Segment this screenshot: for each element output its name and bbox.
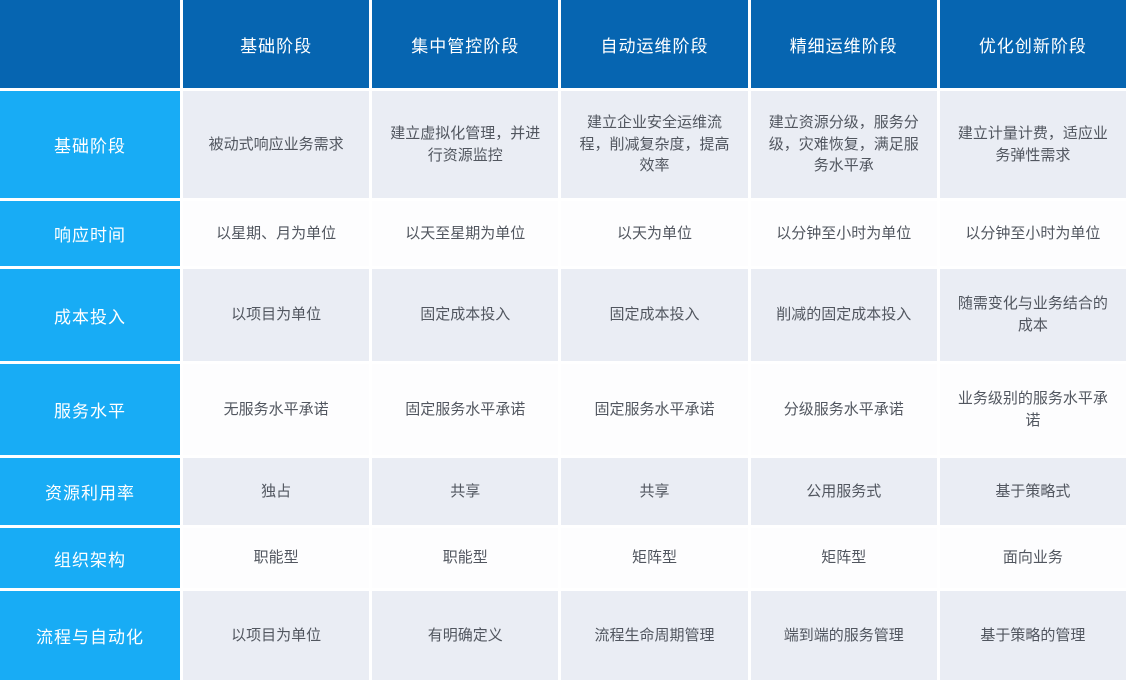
table-cell: 建立企业安全运维流程，削减复杂度，提高效率: [558, 88, 748, 198]
row-header: 成本投入: [0, 266, 180, 361]
table-cell: 建立计量计费，适应业务弹性需求: [936, 88, 1126, 198]
table-cell: 以项目为单位: [180, 266, 370, 361]
table-cell: 建立虚拟化管理，并进行资源监控: [369, 88, 559, 198]
table-cell: 以项目为单位: [180, 588, 370, 680]
table-cell: 共享: [558, 455, 748, 525]
column-header: 集中管控阶段: [369, 0, 559, 88]
table-cell: 建立资源分级，服务分级，灾难恢复，满足服务水平承: [747, 88, 937, 198]
row-header: 基础阶段: [0, 88, 180, 198]
table-cell: 基于策略的管理: [936, 588, 1126, 680]
table-cell: 基于策略式: [936, 455, 1126, 525]
column-header: 优化创新阶段: [936, 0, 1126, 88]
column-header: 基础阶段: [180, 0, 370, 88]
table-cell: 端到端的服务管理: [747, 588, 937, 680]
table-cell: 削减的固定成本投入: [747, 266, 937, 361]
table-cell: 无服务水平承诺: [180, 361, 370, 455]
table-cell: 面向业务: [936, 525, 1126, 588]
table-cell: 矩阵型: [558, 525, 748, 588]
table-cell: 有明确定义: [369, 588, 559, 680]
row-header: 组织架构: [0, 525, 180, 588]
table-cell: 共享: [369, 455, 559, 525]
table-cell: 流程生命周期管理: [558, 588, 748, 680]
table-cell: 矩阵型: [747, 525, 937, 588]
table-cell: 公用服务式: [747, 455, 937, 525]
row-header: 响应时间: [0, 198, 180, 266]
table-cell: 以天为单位: [558, 198, 748, 266]
table-cell: 分级服务水平承诺: [747, 361, 937, 455]
table-cell: 固定成本投入: [558, 266, 748, 361]
column-header: 精细运维阶段: [747, 0, 937, 88]
table-cell: 随需变化与业务结合的成本: [936, 266, 1126, 361]
table-cell: 固定服务水平承诺: [558, 361, 748, 455]
table-cell: 以星期、月为单位: [180, 198, 370, 266]
table-cell: 被动式响应业务需求: [180, 88, 370, 198]
table-cell: 固定服务水平承诺: [369, 361, 559, 455]
row-header: 流程与自动化: [0, 588, 180, 680]
table-cell: 以天至星期为单位: [369, 198, 559, 266]
table-cell: 业务级别的服务水平承诺: [936, 361, 1126, 455]
table-cell: 独占: [180, 455, 370, 525]
column-header: 自动运维阶段: [558, 0, 748, 88]
row-header: 服务水平: [0, 361, 180, 455]
corner-cell: [0, 0, 180, 88]
table-cell: 以分钟至小时为单位: [747, 198, 937, 266]
table-cell: 固定成本投入: [369, 266, 559, 361]
table-cell: 职能型: [180, 525, 370, 588]
table-cell: 以分钟至小时为单位: [936, 198, 1126, 266]
row-header: 资源利用率: [0, 455, 180, 525]
table-cell: 职能型: [369, 525, 559, 588]
